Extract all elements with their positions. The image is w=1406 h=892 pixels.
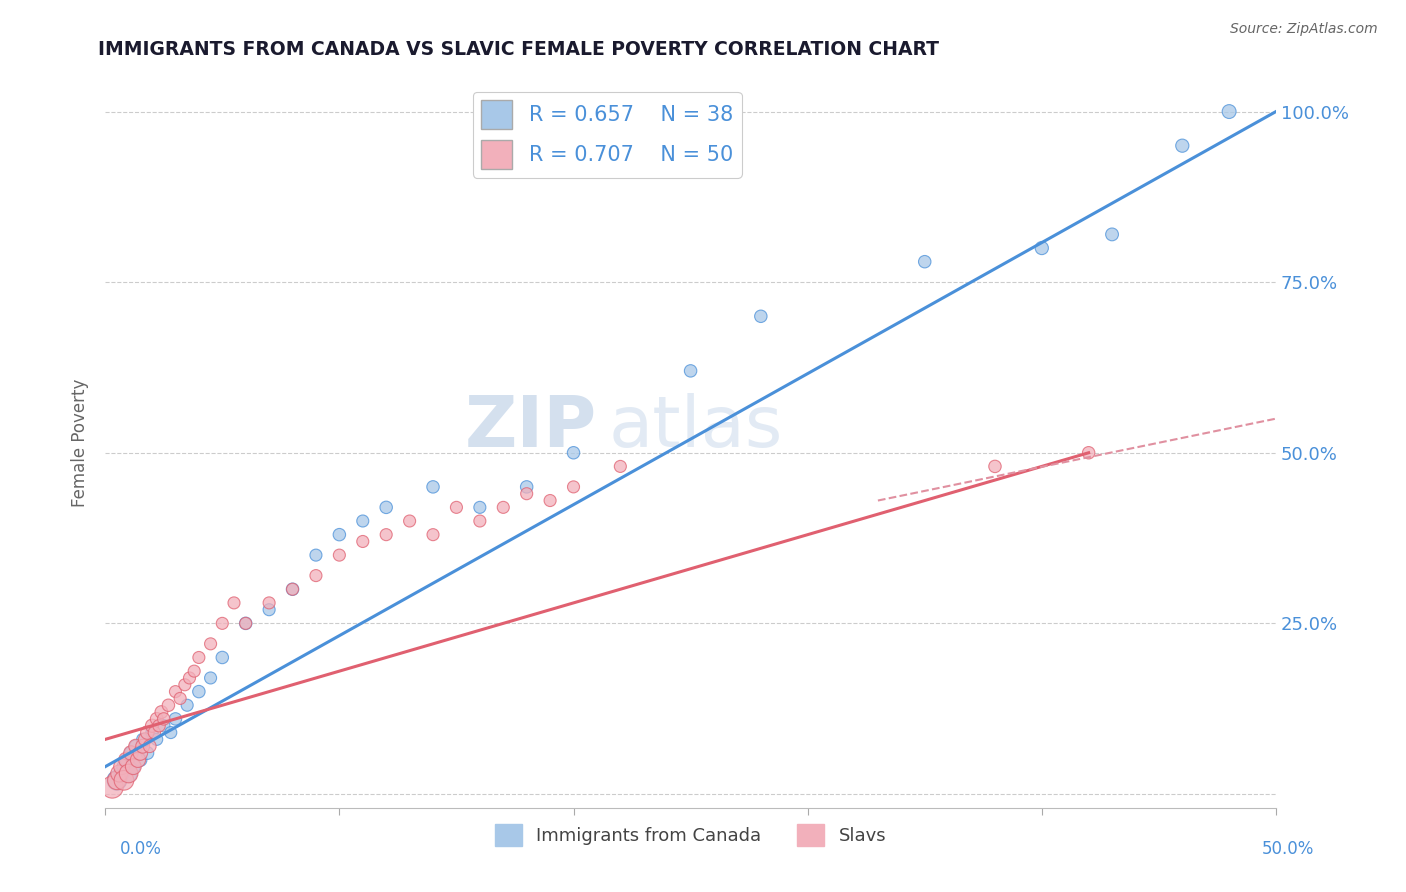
Point <box>136 725 159 739</box>
Point <box>257 596 280 610</box>
Point <box>281 582 304 597</box>
Point <box>352 534 374 549</box>
Point <box>538 493 561 508</box>
Point <box>375 500 398 515</box>
Point <box>211 616 233 631</box>
Text: IMMIGRANTS FROM CANADA VS SLAVIC FEMALE POVERTY CORRELATION CHART: IMMIGRANTS FROM CANADA VS SLAVIC FEMALE … <box>98 40 939 59</box>
Point <box>422 527 444 541</box>
Point <box>141 725 163 739</box>
Text: 0.0%: 0.0% <box>120 840 162 858</box>
Point <box>398 514 420 528</box>
Point <box>120 746 142 760</box>
Point <box>124 739 146 754</box>
Point <box>235 616 257 631</box>
Text: Source: ZipAtlas.com: Source: ZipAtlas.com <box>1230 22 1378 37</box>
Point <box>422 480 444 494</box>
Point <box>145 712 167 726</box>
Point <box>468 514 491 528</box>
Y-axis label: Female Poverty: Female Poverty <box>72 378 89 507</box>
Point <box>141 719 163 733</box>
Point <box>914 254 936 268</box>
Point <box>562 480 585 494</box>
Point <box>108 766 131 780</box>
Point <box>173 678 195 692</box>
Point <box>112 759 135 773</box>
Point <box>179 671 201 685</box>
Text: 50.0%: 50.0% <box>1263 840 1315 858</box>
Point <box>122 759 145 773</box>
Point <box>129 746 152 760</box>
Point <box>134 732 156 747</box>
Point <box>150 705 173 719</box>
Point <box>468 500 491 515</box>
Point <box>222 596 245 610</box>
Point <box>492 500 515 515</box>
Point <box>136 746 159 760</box>
Point <box>679 364 702 378</box>
Point <box>105 773 128 788</box>
Point <box>124 739 146 754</box>
Point <box>157 698 180 713</box>
Point <box>110 759 132 773</box>
Legend: R = 0.657    N = 38, R = 0.707    N = 50: R = 0.657 N = 38, R = 0.707 N = 50 <box>472 92 741 178</box>
Text: atlas: atlas <box>609 393 783 462</box>
Point <box>1077 446 1099 460</box>
Point <box>143 725 166 739</box>
Text: ZIP: ZIP <box>464 393 598 462</box>
Point <box>1031 241 1053 255</box>
Point <box>152 712 174 726</box>
Point <box>1218 104 1240 119</box>
Point <box>187 684 209 698</box>
Point <box>200 671 222 685</box>
Point <box>328 527 350 541</box>
Point <box>305 548 328 562</box>
Point <box>305 568 328 582</box>
Point <box>159 725 181 739</box>
Point <box>352 514 374 528</box>
Point <box>169 691 191 706</box>
Point <box>516 480 538 494</box>
Point <box>145 732 167 747</box>
Point <box>562 446 585 460</box>
Point <box>1171 138 1194 153</box>
Point <box>131 732 153 747</box>
Point <box>165 684 187 698</box>
Point <box>110 766 132 780</box>
Point <box>375 527 398 541</box>
Point <box>112 773 135 788</box>
Point <box>446 500 468 515</box>
Point <box>117 766 139 780</box>
Point <box>129 753 152 767</box>
Point <box>131 739 153 754</box>
Point <box>211 650 233 665</box>
Point <box>122 759 145 773</box>
Point <box>749 310 772 324</box>
Point <box>609 459 631 474</box>
Point <box>165 712 187 726</box>
Point <box>281 582 304 597</box>
Point <box>235 616 257 631</box>
Point <box>257 603 280 617</box>
Point <box>516 486 538 500</box>
Point <box>148 719 170 733</box>
Point <box>984 459 1007 474</box>
Point <box>101 780 124 794</box>
Point <box>117 766 139 780</box>
Point <box>127 753 149 767</box>
Point <box>200 637 222 651</box>
Point <box>115 753 138 767</box>
Point <box>152 719 174 733</box>
Point <box>1101 227 1123 242</box>
Point <box>138 739 160 754</box>
Point <box>328 548 350 562</box>
Point <box>187 650 209 665</box>
Point <box>105 773 128 788</box>
Point <box>183 664 205 678</box>
Point <box>176 698 198 713</box>
Point <box>115 753 138 767</box>
Point <box>120 746 142 760</box>
